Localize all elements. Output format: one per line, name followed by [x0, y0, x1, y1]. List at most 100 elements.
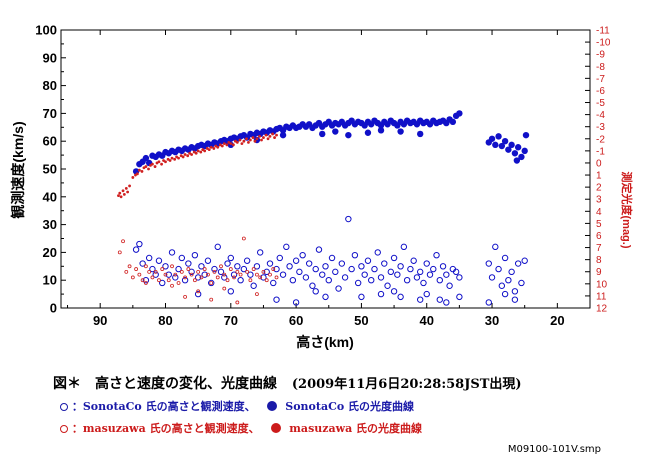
data-point [209, 145, 213, 149]
data-point [251, 136, 255, 139]
y2-tick-label: -6 [596, 86, 605, 97]
y2-tick-label: 4 [596, 207, 602, 218]
y2-tick-label: -11 [596, 26, 610, 37]
data-point [212, 269, 217, 274]
data-point [261, 269, 266, 274]
data-point [400, 243, 408, 251]
filled-circle-icon [271, 423, 282, 433]
data-point [264, 133, 268, 137]
legend-sonotaco-fill-label: SonotaCo 氏の光度曲線 [285, 400, 415, 413]
data-point [250, 282, 257, 289]
data-point [166, 278, 171, 283]
data-point [522, 131, 530, 139]
y2-tick-label: 9 [596, 267, 602, 278]
y2-tick-label: -7 [596, 74, 605, 85]
data-point [413, 274, 421, 281]
data-point [194, 290, 202, 298]
data-point [488, 135, 496, 142]
data-point [397, 128, 404, 135]
data-point [513, 157, 521, 164]
data-point [194, 274, 202, 281]
data-point [322, 293, 329, 301]
caption-date: (2009年11月6日20:28:58JST出現) [291, 377, 522, 392]
data-point [315, 246, 323, 253]
y2-tick-label: -2 [596, 134, 605, 145]
data-point [374, 249, 381, 256]
data-point [160, 162, 163, 166]
data-point [312, 288, 319, 295]
data-point [358, 293, 365, 301]
data-point [224, 260, 231, 267]
y-tick-label: 50 [43, 162, 57, 177]
data-point [240, 142, 244, 146]
data-point [151, 162, 154, 166]
data-point [131, 176, 135, 179]
y-tick-label: 80 [43, 78, 57, 93]
data-point [217, 268, 225, 276]
data-point [245, 137, 248, 141]
data-point [255, 272, 259, 277]
data-point [271, 267, 276, 271]
y2-tick-label: 5 [596, 219, 602, 230]
data-point [273, 296, 280, 303]
data-point [121, 189, 125, 193]
data-point [302, 274, 310, 281]
data-point [144, 264, 148, 269]
data-point [242, 139, 246, 143]
data-point [495, 265, 502, 273]
data-point [258, 275, 263, 280]
y2-tick-label: -5 [596, 98, 605, 109]
data-point [208, 279, 215, 287]
data-point [247, 271, 254, 278]
data-point [221, 274, 228, 281]
data-point [227, 254, 235, 262]
data-point [235, 269, 240, 274]
data-point [377, 274, 385, 281]
data-point [501, 290, 509, 298]
data-point [443, 271, 450, 278]
data-point [229, 142, 233, 146]
filled-circle-icon [267, 401, 278, 411]
data-point [273, 265, 280, 273]
data-point [247, 141, 250, 144]
data-point [279, 271, 287, 278]
data-point [263, 268, 270, 276]
data-point [202, 267, 207, 271]
data-point [153, 269, 158, 274]
data-point [127, 264, 132, 269]
data-point [165, 271, 172, 278]
caption-title: 図＊ 高さと速度の変化、光度曲線 [53, 376, 277, 392]
data-point [255, 292, 259, 297]
data-point [245, 269, 250, 274]
data-point [199, 150, 203, 154]
y2-tick-label: 11 [596, 291, 607, 302]
data-point [139, 260, 146, 267]
data-point [430, 265, 437, 273]
data-point [283, 243, 290, 251]
data-point [136, 240, 143, 248]
data-point [179, 269, 184, 274]
data-point [410, 257, 417, 264]
data-point [341, 274, 349, 281]
data-point [253, 139, 257, 143]
data-point [322, 263, 329, 270]
data-point [498, 142, 506, 150]
data-point [220, 144, 224, 148]
data-point [153, 165, 157, 168]
data-point [211, 265, 218, 273]
data-point [214, 243, 221, 251]
data-point [296, 268, 303, 276]
right-y-axis-title: 測定光度(mag.) [620, 172, 634, 249]
y2-tick-label: 1 [596, 171, 602, 182]
data-point [521, 257, 528, 264]
series-3 [117, 236, 279, 305]
tick-layer: 90 80 70 60 50 40 30 20010203040506070809010012… [35, 23, 611, 329]
data-point [170, 283, 174, 288]
data-point [268, 272, 272, 277]
data-point [124, 269, 129, 274]
data-point [152, 271, 159, 278]
data-point [456, 110, 463, 117]
data-point [498, 282, 506, 289]
data-point [345, 131, 352, 139]
data-point [173, 157, 177, 161]
